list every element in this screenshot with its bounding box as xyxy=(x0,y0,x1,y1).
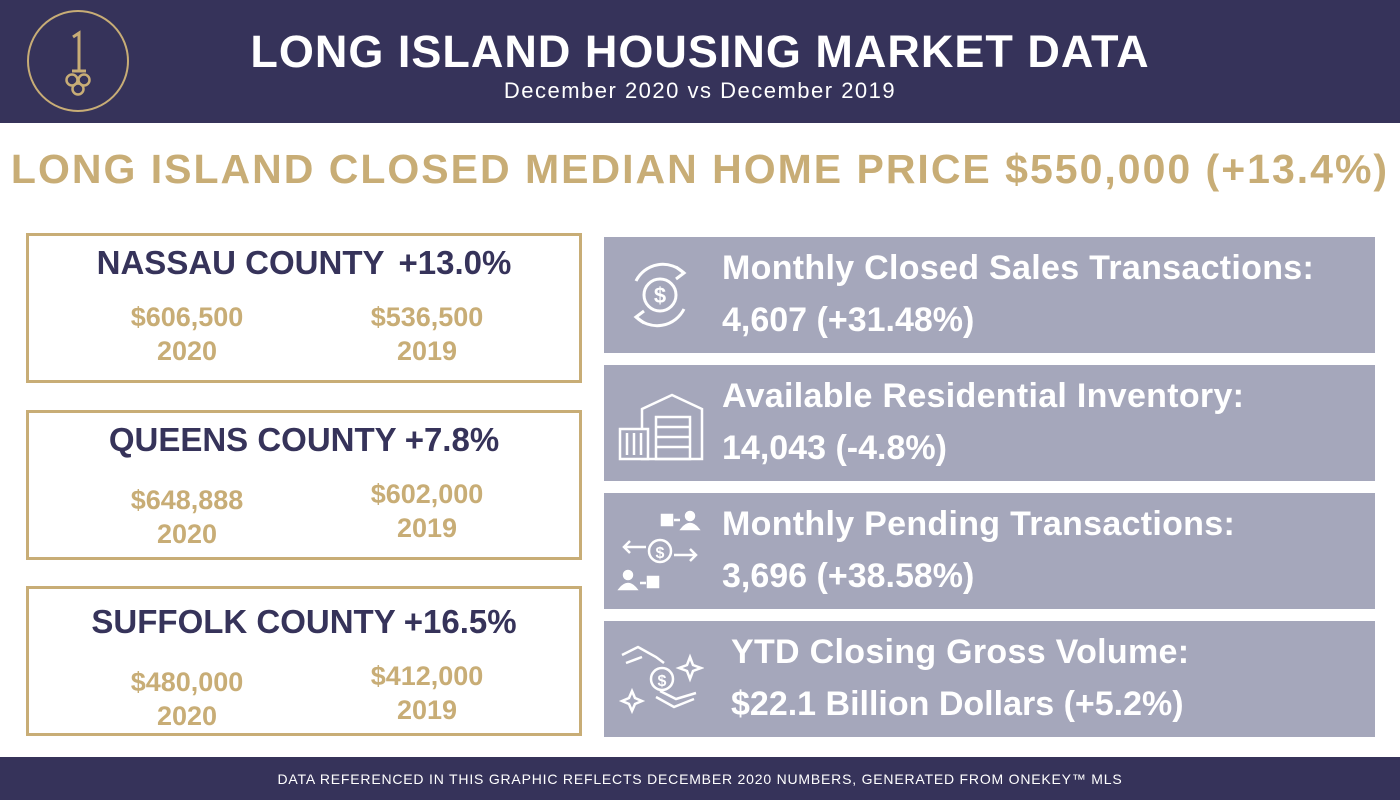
page-title: LONG ISLAND HOUSING MARKET DATA xyxy=(250,26,1150,77)
county-name: SUFFOLK COUNTY xyxy=(91,603,396,640)
price-2019: $412,000 xyxy=(370,661,484,691)
price-2019: $536,500 xyxy=(370,302,484,332)
year-2019: 2019 xyxy=(396,336,458,366)
stat-label: Monthly Pending Transactions: xyxy=(722,505,1236,543)
stat-gross-volume: $ YTD Closing Gross Volume: $22.1 Billio… xyxy=(604,621,1375,737)
year-2020: 2020 xyxy=(156,519,218,549)
county-name: QUEENS COUNTY xyxy=(108,421,397,458)
price-2020: $648,888 xyxy=(130,485,244,515)
warehouse-icon xyxy=(618,393,704,461)
year-2020: 2020 xyxy=(156,701,218,731)
county-card-nassau: NASSAU COUNTY +13.0% $606,500 2020 $536,5… xyxy=(26,233,582,383)
price-2019-column: $412,000 2019 xyxy=(327,659,527,727)
year-2019: 2019 xyxy=(396,695,458,725)
county-title: NASSAU COUNTY +13.0% xyxy=(29,244,579,282)
stat-inventory: Available Residential Inventory: 14,043 … xyxy=(604,365,1375,481)
year-2019: 2019 xyxy=(396,513,458,543)
svg-text:$: $ xyxy=(658,673,667,690)
money-transfer-icon: $ xyxy=(617,510,701,591)
median-price-headline: LONG ISLAND CLOSED MEDIAN HOME PRICE $55… xyxy=(10,146,1390,192)
county-change: +13.0% xyxy=(398,244,512,281)
price-2020-column: $480,000 2020 xyxy=(87,665,287,733)
stat-label: Available Residential Inventory: xyxy=(722,377,1245,415)
stat-value: 4,607 (+31.48%) xyxy=(722,301,975,339)
stat-label: Monthly Closed Sales Transactions: xyxy=(722,249,1315,287)
price-2020-column: $606,500 2020 xyxy=(87,300,287,368)
county-title: QUEENS COUNTY +7.8% xyxy=(29,421,579,459)
stat-value: 3,696 (+38.58%) xyxy=(722,557,975,595)
hand-coin-icon: $ xyxy=(618,645,704,715)
price-2020: $480,000 xyxy=(130,667,244,697)
stat-value: $22.1 Billion Dollars (+5.2%) xyxy=(731,685,1184,723)
year-2020: 2020 xyxy=(156,336,218,366)
stat-pending: $ Monthly Pending Transactions: 3,696 (+… xyxy=(604,493,1375,609)
county-change: +16.5% xyxy=(403,603,517,640)
county-title: SUFFOLK COUNTY +16.5% xyxy=(29,603,579,641)
footer-bar: DATA REFERENCED IN THIS GRAPHIC REFLECTS… xyxy=(0,757,1400,800)
header-banner: LONG ISLAND HOUSING MARKET DATA December… xyxy=(0,0,1400,123)
price-2020-column: $648,888 2020 xyxy=(87,483,287,551)
stat-closed-sales: $ Monthly Closed Sales Transactions: 4,6… xyxy=(604,237,1375,353)
county-card-queens: QUEENS COUNTY +7.8% $648,888 2020 $602,00… xyxy=(26,410,582,560)
svg-text:$: $ xyxy=(654,283,666,308)
footer-text: DATA REFERENCED IN THIS GRAPHIC REFLECTS… xyxy=(277,771,1123,787)
price-2019-column: $536,500 2019 xyxy=(327,300,527,368)
price-2020: $606,500 xyxy=(130,302,244,332)
county-change: +7.8% xyxy=(404,421,500,458)
county-name: NASSAU COUNTY xyxy=(96,244,385,281)
key-logo-icon xyxy=(27,10,129,112)
county-card-suffolk: SUFFOLK COUNTY +16.5% $480,000 2020 $412,… xyxy=(26,586,582,736)
stat-value: 14,043 (-4.8%) xyxy=(722,429,947,467)
dollar-cycle-icon: $ xyxy=(633,262,687,328)
stat-label: YTD Closing Gross Volume: xyxy=(731,633,1190,671)
page-subtitle: December 2020 vs December 2019 xyxy=(503,78,897,103)
price-2019: $602,000 xyxy=(370,479,484,509)
svg-text:$: $ xyxy=(656,545,665,562)
price-2019-column: $602,000 2019 xyxy=(327,477,527,545)
